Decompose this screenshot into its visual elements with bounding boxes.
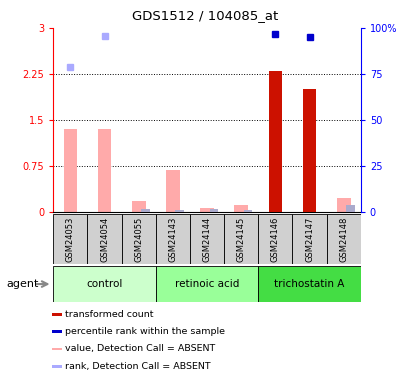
Bar [243,210,252,212]
Bar [224,214,258,264]
Bar [155,214,189,264]
Bar [53,266,155,302]
Bar [326,214,360,264]
Bar [52,313,62,315]
Bar [52,365,62,368]
Text: GSM24053: GSM24053 [66,216,75,262]
Text: GSM24145: GSM24145 [236,216,245,261]
Bar [87,214,121,264]
Bar [268,71,281,212]
Text: percentile rank within the sample: percentile rank within the sample [65,327,225,336]
Bar [175,210,184,212]
Text: agent: agent [6,279,38,289]
Text: GSM24148: GSM24148 [338,216,347,262]
Bar [132,201,145,212]
Bar [200,208,213,212]
Bar [63,129,77,212]
Text: GSM24146: GSM24146 [270,216,279,262]
Text: GSM24147: GSM24147 [304,216,313,262]
Bar [346,204,354,212]
Bar [166,170,179,212]
Text: GSM24055: GSM24055 [134,216,143,261]
Bar [97,129,111,212]
Bar [189,214,224,264]
Bar [52,348,62,350]
Text: value, Detection Call = ABSENT: value, Detection Call = ABSENT [65,345,215,354]
Bar [141,209,149,212]
Text: control: control [86,279,122,289]
Text: trichostatin A: trichostatin A [274,279,344,289]
Text: retinoic acid: retinoic acid [174,279,239,289]
Text: transformed count: transformed count [65,310,153,319]
Bar [53,214,87,264]
Bar [234,204,247,212]
Bar [258,266,360,302]
Bar [292,214,326,264]
Bar [209,209,218,212]
Bar [258,214,292,264]
Text: rank, Detection Call = ABSENT: rank, Detection Call = ABSENT [65,362,211,371]
Bar [302,89,316,212]
Bar [336,198,350,212]
Text: GSM24143: GSM24143 [168,216,177,262]
Bar [121,214,155,264]
Text: GSM24144: GSM24144 [202,216,211,261]
Text: GSM24054: GSM24054 [100,216,109,261]
Bar [52,330,62,333]
Text: GDS1512 / 104085_at: GDS1512 / 104085_at [132,9,277,22]
Bar [155,266,258,302]
